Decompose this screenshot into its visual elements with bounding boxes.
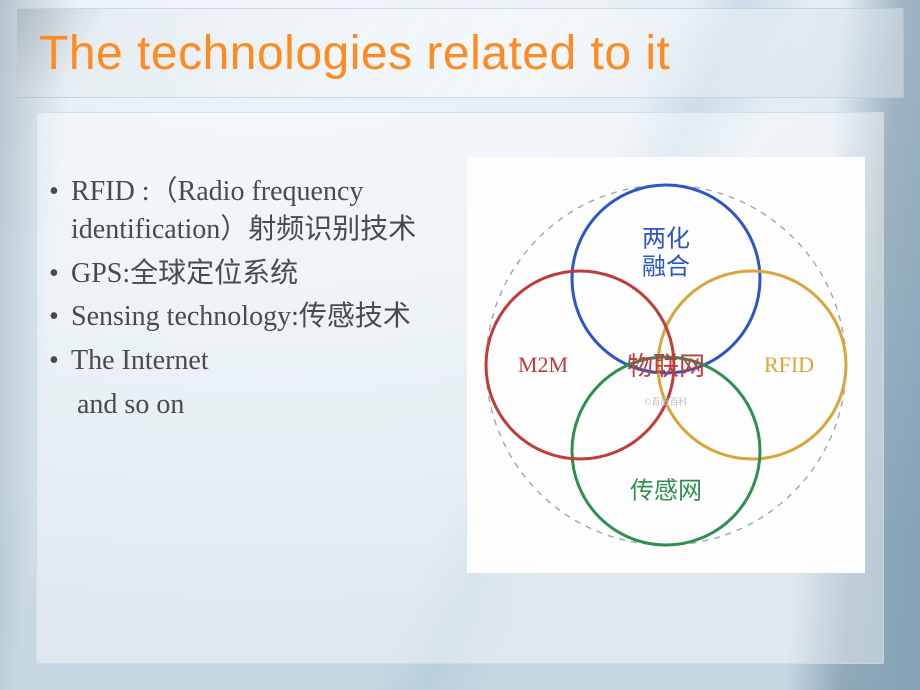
bullet-item: Sensing technology:传感技术 [43,298,473,336]
slide-root: The technologies related to it RFID :（Ra… [0,0,920,690]
bullet-list: RFID :（Radio frequency identification）射频… [43,173,473,424]
petal-bottom: 传感网 [572,357,760,545]
petal-top-label-2: 融合 [642,254,690,281]
bullet-item: GPS:全球定位系统 [43,255,473,293]
petal-right-label: RFID [764,352,814,377]
petal-bottom-label: 传感网 [630,478,702,505]
attribution: ©百度百科 [645,396,688,407]
bullet-item: The Internet [43,342,473,380]
bullet-item: RFID :（Radio frequency identification）射频… [43,173,473,249]
title-band: The technologies related to it [16,8,904,98]
venn-diagram: 两化 融合 RFID 传感网 M2M 物联网 ©百度百科 [467,157,865,573]
petal-top: 两化 融合 [572,185,760,373]
slide-title: The technologies related to it [39,26,670,81]
petal-left-label: M2M [518,352,568,377]
petal-top-label-1: 两化 [642,226,690,253]
center-label: 物联网 [627,352,705,381]
bullet-tail: and so on [43,386,473,424]
venn-svg: 两化 融合 RFID 传感网 M2M 物联网 ©百度百科 [467,157,865,573]
content-panel: RFID :（Radio frequency identification）射频… [36,112,884,664]
